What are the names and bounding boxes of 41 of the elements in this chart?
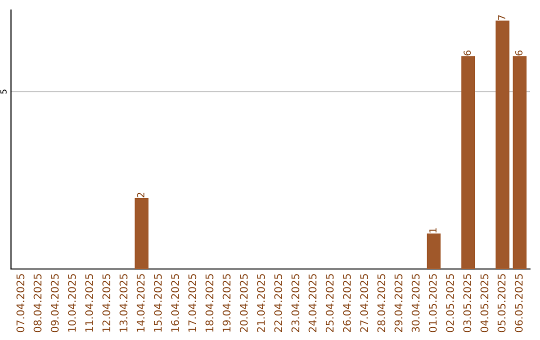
bar <box>134 198 148 269</box>
x-tick-label: 11.04.2025 <box>85 274 94 332</box>
x-tick-label: 22.04.2025 <box>274 274 282 332</box>
x-tick-label: 07.04.2025 <box>16 274 24 332</box>
data-label: 1 <box>429 228 436 232</box>
x-tick-label: 09.04.2025 <box>50 274 59 332</box>
data-label: 6 <box>464 50 471 56</box>
x-tick-label: 23.04.2025 <box>291 274 300 332</box>
data-label: 6 <box>515 50 523 56</box>
x-tick-label: 14.04.2025 <box>136 274 145 332</box>
x-tick-label: 02.05.2025 <box>446 274 454 332</box>
x-tick-label: 15.04.2025 <box>154 274 162 332</box>
bar <box>461 56 476 269</box>
x-tick-label: 12.04.2025 <box>102 274 110 332</box>
y-tick-label: 5 <box>0 90 7 94</box>
x-tick-label: 20.04.2025 <box>240 274 248 332</box>
x-tick-label: 18.04.2025 <box>205 274 214 332</box>
x-tick-label: 05.05.2025 <box>498 274 506 332</box>
x-tick-label: 24.04.2025 <box>308 274 316 332</box>
x-tick-label: 06.05.2025 <box>514 274 523 332</box>
data-label: 2 <box>137 192 144 198</box>
x-tick-label: 03.05.2025 <box>463 274 472 332</box>
x-tick-label: 08.04.2025 <box>34 274 42 332</box>
x-tick-label: 27.04.2025 <box>360 274 368 332</box>
x-tick-label: 30.04.2025 <box>412 274 420 332</box>
x-tick-label: 04.05.2025 <box>480 274 488 332</box>
x-tick-label: 19.04.2025 <box>222 274 231 332</box>
x-tick-label: 29.04.2025 <box>394 274 402 332</box>
x-tick-label: 25.04.2025 <box>326 274 334 332</box>
x-tick-label: 16.04.2025 <box>171 274 180 332</box>
bar <box>496 20 510 269</box>
data-label: 7 <box>498 15 506 20</box>
bar <box>426 234 441 269</box>
x-tick-label: 21.04.2025 <box>257 274 265 332</box>
x-tick-label: 17.04.2025 <box>188 274 196 332</box>
x-tick-label: 26.04.2025 <box>342 274 351 332</box>
x-tick-label: 01.05.2025 <box>428 274 437 332</box>
x-tick-label: 10.04.2025 <box>68 274 76 332</box>
x-tick-label: 28.04.2025 <box>377 274 386 332</box>
x-tick-label: 13.04.2025 <box>120 274 128 332</box>
bar <box>512 56 527 269</box>
